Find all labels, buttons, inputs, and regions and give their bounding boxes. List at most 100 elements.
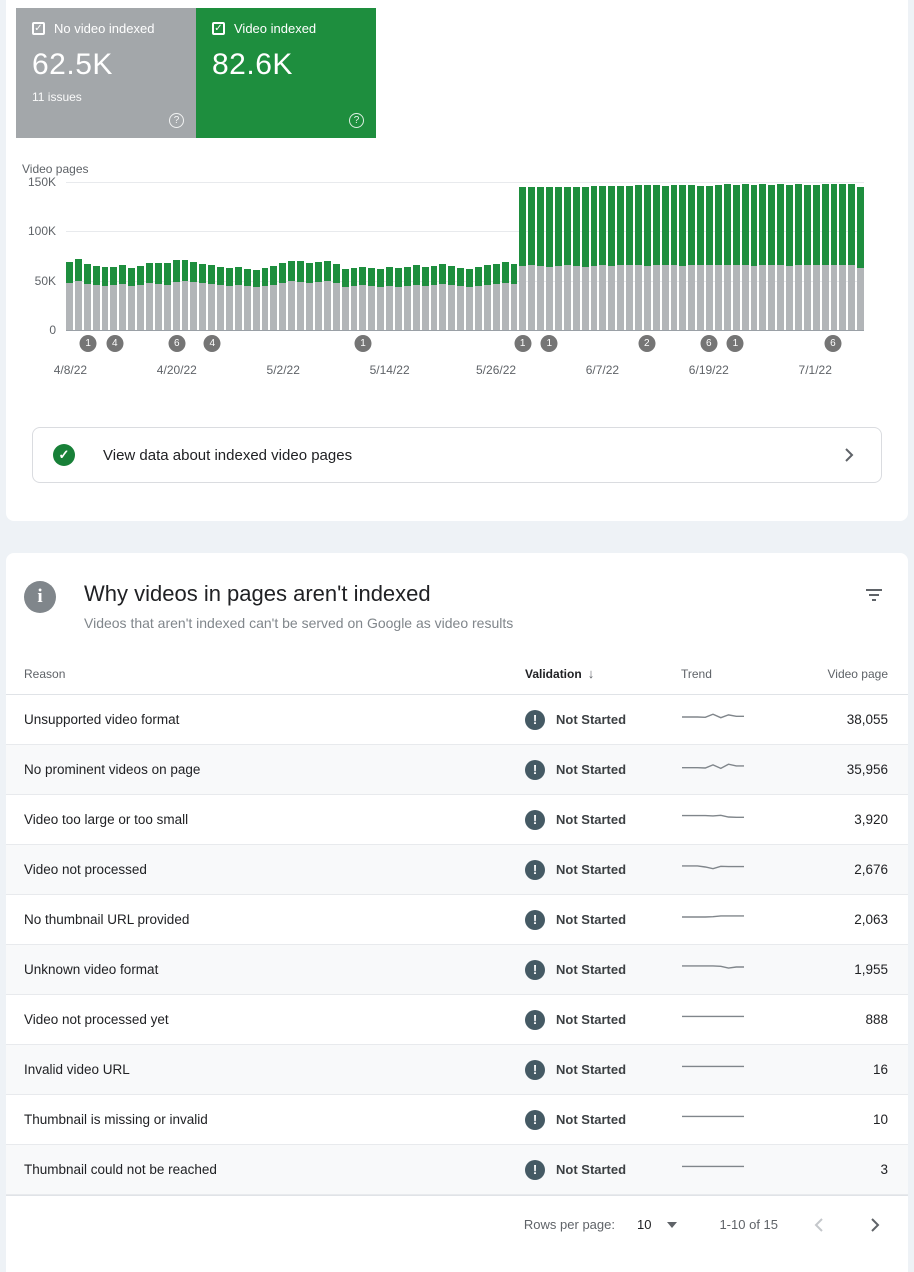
chart-bar[interactable] — [421, 266, 429, 330]
table-row[interactable]: No prominent videos on page Not Started … — [6, 745, 908, 795]
chart-bar[interactable] — [154, 262, 162, 330]
chart-bar[interactable] — [723, 183, 731, 330]
chart-bar[interactable] — [768, 184, 776, 330]
chart-bar[interactable] — [217, 266, 225, 330]
chart-bar[interactable] — [128, 267, 136, 330]
chart-bar[interactable] — [839, 183, 847, 330]
chart-bar[interactable] — [581, 186, 589, 330]
chart-bar[interactable] — [323, 260, 331, 330]
table-row[interactable]: Unknown video format Not Started 1,955 — [6, 945, 908, 995]
stat-box-no-video-indexed[interactable]: No video indexed 62.5K 11 issues — [16, 8, 196, 138]
table-row[interactable]: Thumbnail could not be reached Not Start… — [6, 1145, 908, 1195]
chart-bar[interactable] — [466, 268, 473, 330]
chart-bar[interactable] — [697, 185, 705, 330]
chart-bar[interactable] — [812, 184, 820, 330]
chart-bar[interactable] — [279, 262, 287, 330]
chart-bar[interactable] — [857, 186, 865, 330]
chart-bar[interactable] — [626, 185, 633, 330]
chart-bar[interactable] — [332, 263, 340, 330]
chart-bar[interactable] — [199, 263, 207, 330]
annotation-marker[interactable]: 1 — [540, 335, 558, 352]
chart-bar[interactable] — [830, 183, 838, 330]
annotation-marker[interactable]: 4 — [106, 335, 124, 352]
chart-bar[interactable] — [474, 266, 482, 330]
annotation-marker[interactable]: 1 — [354, 335, 372, 352]
chart-bar[interactable] — [190, 261, 198, 330]
chart-bar[interactable] — [759, 183, 767, 330]
chart-bar[interactable] — [101, 266, 109, 330]
chart-bar[interactable] — [786, 184, 794, 330]
chart-bar[interactable] — [412, 264, 420, 330]
chart-bar[interactable] — [430, 265, 438, 330]
chart-bar[interactable] — [652, 184, 660, 330]
chart-bar[interactable] — [146, 262, 153, 330]
annotation-marker[interactable]: 1 — [514, 335, 532, 352]
chart-bar[interactable] — [350, 267, 358, 330]
chevron-right-icon[interactable] — [837, 443, 861, 467]
chart-bar[interactable] — [66, 261, 73, 330]
reason-cell[interactable]: Invalid video URL — [24, 1062, 130, 1077]
table-row[interactable]: Video not processed yet Not Started 888 — [6, 995, 908, 1045]
next-page-button[interactable] — [862, 1213, 886, 1237]
chart-bar[interactable] — [394, 267, 402, 330]
chart-bar[interactable] — [83, 263, 91, 330]
chart-bar[interactable] — [457, 267, 465, 330]
chart-bar[interactable] — [670, 184, 678, 330]
chart-bar[interactable] — [368, 267, 376, 330]
chart-bar[interactable] — [803, 184, 811, 330]
chart-bar[interactable] — [732, 184, 740, 330]
chart-bar[interactable] — [341, 268, 349, 330]
column-header-validation[interactable]: Validation ↓ — [525, 666, 681, 681]
filter-icon[interactable] — [864, 585, 884, 605]
chart-bar[interactable] — [617, 185, 625, 330]
chart-bar[interactable] — [590, 185, 598, 330]
table-row[interactable]: Thumbnail is missing or invalid Not Star… — [6, 1095, 908, 1145]
table-row[interactable]: No thumbnail URL provided Not Started 2,… — [6, 895, 908, 945]
chart-bar[interactable] — [688, 184, 696, 330]
checkbox-no-video-indexed[interactable] — [32, 22, 45, 35]
rows-per-page-select[interactable]: 10 — [637, 1217, 678, 1232]
chart-bar[interactable] — [306, 262, 313, 330]
chart-bar[interactable] — [243, 268, 251, 330]
chart-bar[interactable] — [226, 267, 233, 330]
reason-cell[interactable]: Unknown video format — [24, 962, 159, 977]
chart-bar[interactable] — [314, 261, 322, 330]
table-row[interactable]: Video not processed Not Started 2,676 — [6, 845, 908, 895]
chart-bar[interactable] — [386, 266, 393, 330]
chart-bar[interactable] — [510, 263, 518, 330]
reason-cell[interactable]: Video too large or too small — [24, 812, 189, 827]
chart-bar[interactable] — [377, 268, 385, 330]
annotation-marker[interactable]: 6 — [700, 335, 718, 352]
chart-bar[interactable] — [137, 265, 145, 330]
chart-bar[interactable] — [110, 266, 118, 330]
chart-bar[interactable] — [270, 265, 278, 330]
chart-bar[interactable] — [403, 266, 411, 330]
reason-cell[interactable]: Video not processed yet — [24, 1012, 169, 1027]
table-row[interactable]: Video too large or too small Not Started… — [6, 795, 908, 845]
chart-bar[interactable] — [848, 183, 856, 330]
chart-bar[interactable] — [519, 186, 527, 330]
annotation-marker[interactable]: 1 — [726, 335, 744, 352]
chart-bar[interactable] — [288, 260, 296, 330]
chart-bar[interactable] — [92, 265, 100, 330]
view-indexed-data-row[interactable]: View data about indexed video pages — [32, 427, 882, 483]
chart-bar[interactable] — [448, 265, 456, 330]
chart-bar[interactable] — [181, 259, 189, 330]
chart-bar[interactable] — [297, 260, 305, 330]
chart-bar[interactable] — [635, 184, 642, 330]
chart-bar[interactable] — [679, 184, 687, 330]
chart-bar[interactable] — [439, 263, 447, 330]
help-icon[interactable] — [169, 113, 184, 128]
chart-bar[interactable] — [208, 264, 216, 330]
table-row[interactable]: Invalid video URL Not Started 16 — [6, 1045, 908, 1095]
annotation-marker[interactable]: 6 — [168, 335, 186, 352]
chart-bar[interactable] — [119, 264, 127, 330]
chart-bar[interactable] — [643, 184, 651, 330]
chart-bar[interactable] — [234, 266, 242, 330]
chart-bar[interactable] — [795, 183, 802, 330]
chart-bar[interactable] — [715, 184, 722, 330]
reason-cell[interactable]: No thumbnail URL provided — [24, 912, 190, 927]
reason-cell[interactable]: No prominent videos on page — [24, 762, 201, 777]
annotation-marker[interactable]: 6 — [824, 335, 842, 352]
annotation-marker[interactable]: 2 — [638, 335, 656, 352]
